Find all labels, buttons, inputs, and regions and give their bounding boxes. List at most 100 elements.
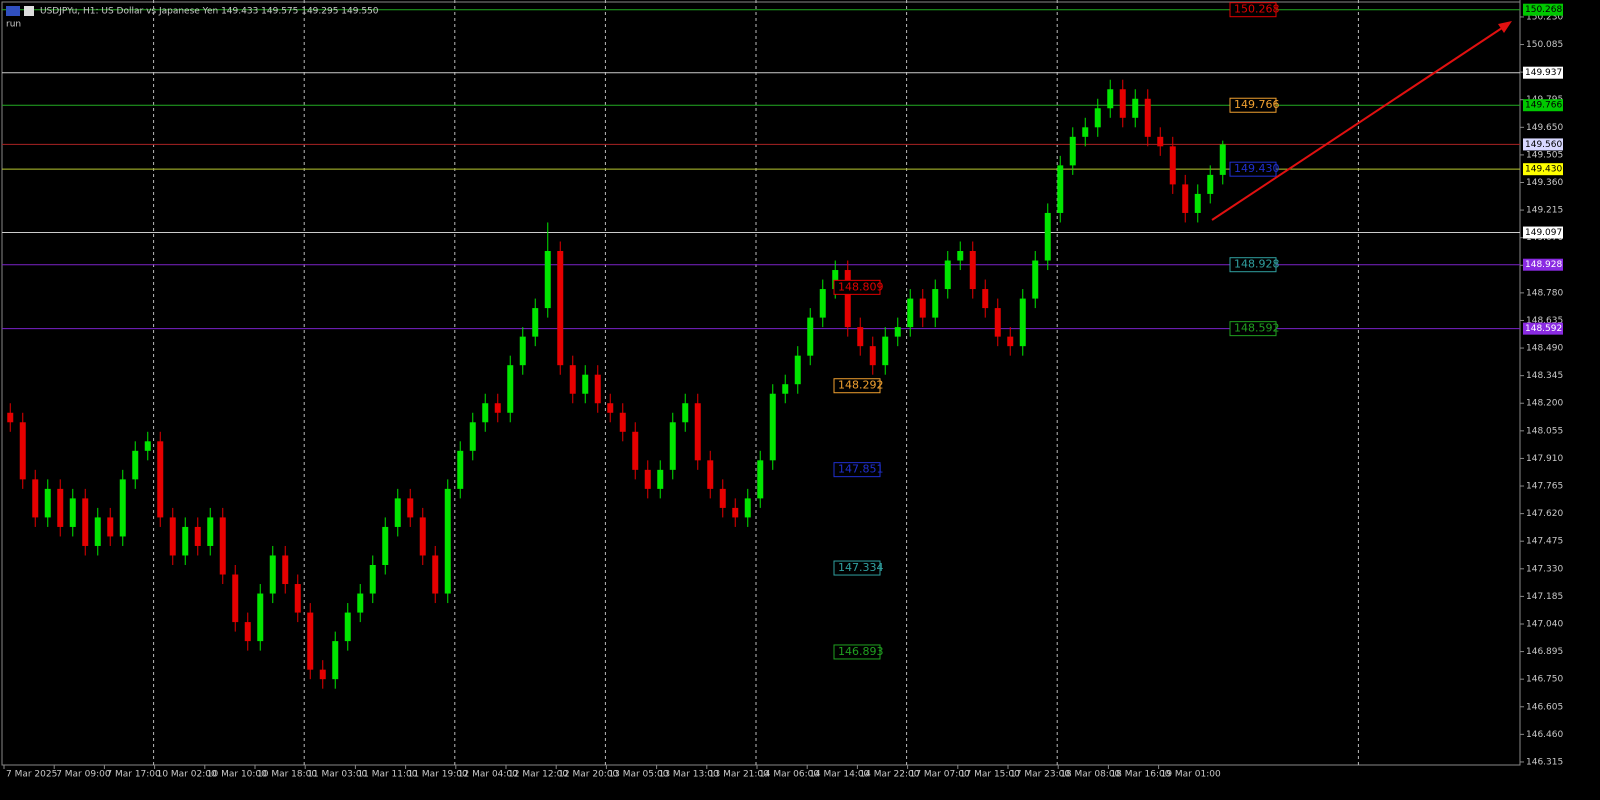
candle-body (1182, 184, 1189, 213)
candle-body (107, 517, 114, 537)
candle-body (7, 412, 14, 423)
pivot-label: 147.334 (838, 561, 884, 574)
candle-body (369, 564, 376, 594)
candle-body (994, 308, 1001, 337)
candle-body (919, 298, 926, 318)
candle-body (907, 298, 914, 328)
pivot-box (1229, 321, 1277, 337)
candle-body (932, 289, 939, 318)
candle-body (269, 555, 276, 594)
candle-body (657, 469, 664, 489)
candle-body (1132, 98, 1139, 118)
candle-body (882, 336, 889, 366)
x-tick-label: 12 Mar 04:00 (458, 770, 518, 780)
x-tick-label: 11 Mar 03:00 (307, 770, 367, 780)
y-tick-label: 147.475 (1526, 537, 1563, 547)
candle-body (32, 479, 39, 518)
y-tick-label: 148.635 (1526, 316, 1563, 326)
candle-body (194, 526, 201, 546)
x-tick-label: 17 Mar 23:00 (1010, 770, 1070, 780)
pivot-label: 150.268 (1234, 3, 1280, 16)
candle-body (519, 336, 526, 366)
candle-body (1169, 146, 1176, 185)
candle-body (132, 450, 139, 480)
candle-body (669, 422, 676, 470)
y-tick-label: 147.910 (1526, 454, 1563, 464)
candle-body (1032, 260, 1039, 299)
candle-body (207, 517, 214, 546)
price-level-label: 149.937 (1525, 68, 1562, 78)
candle-body (1082, 127, 1089, 137)
candle-body (1144, 98, 1151, 137)
pivot-box (1229, 161, 1277, 177)
x-tick-label: 13 Mar 13:00 (659, 770, 719, 780)
price-level-box (1523, 163, 1563, 176)
grid-layer (153, 0, 1524, 765)
price-level-box (1523, 66, 1563, 79)
candle-body (682, 403, 689, 423)
candle-body (719, 488, 726, 508)
trend-arrow (1211, 25, 1506, 221)
pivot-box (1229, 257, 1277, 273)
y-tick-label: 150.085 (1526, 40, 1563, 50)
chart-subtitle: run (6, 20, 21, 30)
candle-body (569, 365, 576, 394)
pivot-label: 147.851 (838, 463, 884, 476)
candle-body (969, 251, 976, 290)
candle-body (294, 584, 301, 613)
y-tick-label: 146.750 (1526, 675, 1563, 685)
candle-body (432, 555, 439, 594)
price-level-label: 149.560 (1525, 140, 1562, 150)
candle-body (769, 393, 776, 461)
y-tick-label: 146.605 (1526, 702, 1563, 712)
x-tick-label: 12 Mar 20:00 (558, 770, 618, 780)
candle-body (619, 412, 626, 432)
price-level-label: 149.097 (1525, 228, 1562, 238)
pivot-box (833, 462, 881, 478)
x-tick-label: 17 Mar 15:00 (960, 770, 1020, 780)
candle-body (19, 422, 26, 480)
candle-body (457, 450, 464, 489)
price-level-label: 148.592 (1525, 324, 1562, 334)
candle-body (807, 317, 814, 356)
candle-body (1119, 89, 1126, 118)
chart-title: USDJPYu, H1: US Dollar vs Japanese Yen 1… (40, 7, 379, 17)
y-tick-label: 147.330 (1526, 564, 1563, 574)
candle-body (469, 422, 476, 451)
candle-body (69, 498, 76, 527)
pivot-label: 148.592 (1234, 322, 1280, 335)
candle-body (844, 270, 851, 328)
candle-body (832, 270, 839, 290)
candle-body (307, 612, 314, 670)
candle-body (394, 498, 401, 527)
y-tick-label: 148.200 (1526, 399, 1563, 409)
pivot-label: 148.928 (1234, 258, 1280, 271)
price-level-box (1523, 322, 1563, 335)
candle-body (44, 488, 51, 518)
pivot-box (833, 279, 881, 295)
candle-body (357, 593, 364, 613)
candle-body (1194, 193, 1201, 213)
candle-body (232, 574, 239, 623)
y-tick-label: 148.490 (1526, 344, 1563, 354)
price-level-label: 148.928 (1525, 260, 1562, 270)
x-tick-label: 18 Mar 08:00 (1060, 770, 1120, 780)
y-tick-label: 149.360 (1526, 178, 1563, 188)
y-tick-label: 147.620 (1526, 509, 1563, 519)
y-tick-label: 149.505 (1526, 150, 1563, 160)
x-tick-label: 7 Mar 2025 (6, 770, 57, 780)
price-level-box (1523, 99, 1563, 112)
price-level-label: 149.430 (1525, 165, 1562, 175)
y-tick-label: 148.780 (1526, 288, 1563, 298)
candle-body (532, 308, 539, 337)
candle-body (869, 346, 876, 366)
candle-body (494, 403, 501, 413)
y-tick-label: 147.040 (1526, 619, 1563, 629)
y-tick-label: 147.765 (1526, 482, 1563, 492)
candle-body (507, 365, 514, 413)
y-tick-label: 147.185 (1526, 592, 1563, 602)
x-tick-label: 10 Mar 02:00 (157, 770, 217, 780)
candle-body (732, 507, 739, 518)
candle-body (144, 441, 151, 451)
candle-body (782, 384, 789, 394)
